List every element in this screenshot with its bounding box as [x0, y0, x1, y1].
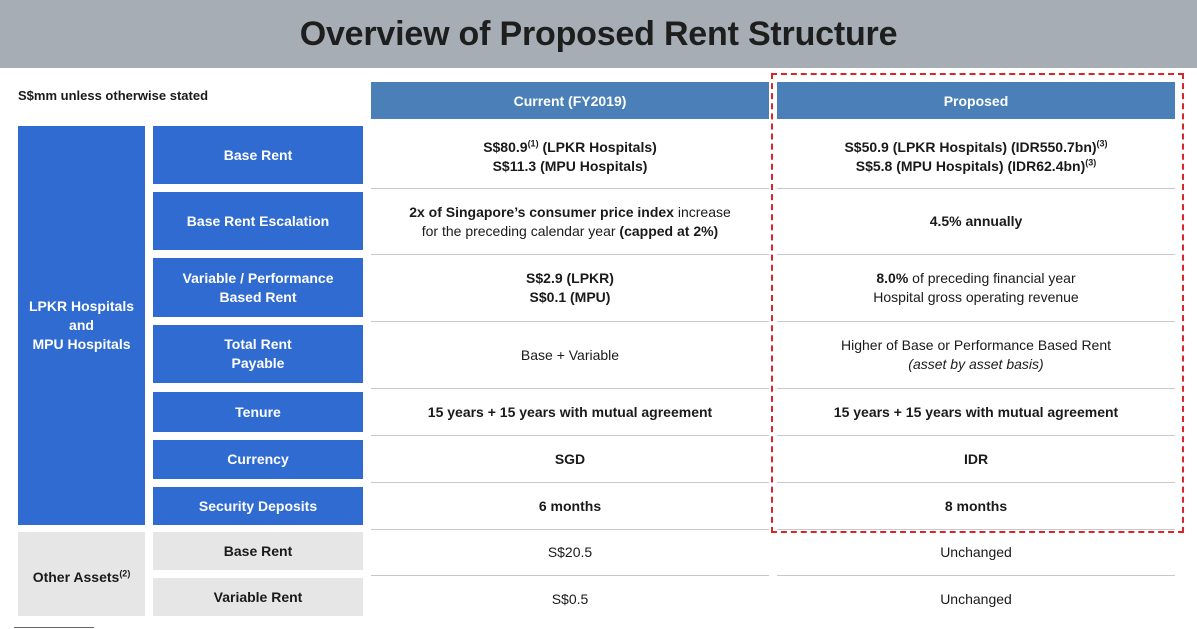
row-divider	[371, 188, 769, 189]
row-label-currency: Currency	[153, 440, 363, 479]
row-divider	[777, 482, 1175, 483]
cell-current-variable-rent: S$2.9 (LPKR) S$0.1 (MPU)	[371, 255, 769, 321]
row-total-label-line2: Payable	[231, 355, 285, 371]
cell-current-other-variable-rent: S$0.5	[551, 590, 589, 607]
column-header-current: Current (FY2019)	[371, 82, 769, 119]
cell-proposed-escalation: 4.5% annually	[929, 213, 1023, 229]
row-total-label-line1: Total Rent	[224, 336, 292, 352]
row-divider	[371, 254, 769, 255]
cell-proposed-other-variable-rent: Unchanged	[940, 590, 1012, 607]
proposed-base-rent-lpkr: S$50.9 (LPKR Hospitals) (IDR550.7bn)	[844, 139, 1097, 155]
row-divider	[777, 575, 1175, 576]
row-label-other-base-rent: Base Rent	[153, 532, 363, 570]
cell-proposed-currency: IDR	[963, 450, 989, 467]
row-divider	[371, 482, 769, 483]
footnote-1-marker: (1)	[527, 138, 539, 149]
current-base-rent-lpkr-label: (LPKR Hospitals)	[538, 139, 657, 155]
group-label-hospitals: LPKR Hospitals and MPU Hospitals	[18, 126, 145, 525]
group-hospitals-line2: and	[69, 317, 94, 333]
footnote-3-marker-lpkr: (3)	[1096, 138, 1108, 149]
row-divider	[371, 388, 769, 389]
cell-current-base-rent: S$80.9(1) (LPKR Hospitals) S$11.3 (MPU H…	[371, 126, 769, 188]
current-escalation-period: for the preceding calendar year	[421, 222, 620, 239]
cell-proposed-tenure: 15 years + 15 years with mutual agreemen…	[833, 403, 1119, 420]
cell-proposed-deposits: 8 months	[944, 497, 1008, 514]
page-title: Overview of Proposed Rent Structure	[299, 14, 898, 53]
row-label-base-rent: Base Rent	[153, 126, 363, 184]
row-divider	[777, 188, 1175, 189]
row-divider	[777, 529, 1175, 530]
cell-proposed-variable-rent: 8.0% of preceding financial year Hospita…	[777, 255, 1175, 321]
group-hospitals-line1: LPKR Hospitals	[28, 298, 134, 314]
row-divider	[371, 529, 769, 530]
current-variable-lpkr: S$2.9 (LPKR)	[526, 270, 614, 286]
cell-proposed-base-rent: S$50.9 (LPKR Hospitals) (IDR550.7bn)(3) …	[777, 126, 1175, 188]
row-divider	[371, 435, 769, 436]
row-label-base-rent-escalation: Base Rent Escalation	[153, 192, 363, 250]
proposed-total-basis: (asset by asset basis)	[908, 356, 1044, 372]
column-header-proposed: Proposed	[777, 82, 1175, 119]
cell-current-deposits: 6 months	[538, 497, 602, 514]
current-variable-mpu: S$0.1 (MPU)	[529, 289, 611, 305]
current-escalation-cpi: 2x of Singapore’s consumer price index	[409, 203, 674, 220]
footnote-2-marker: (2)	[119, 567, 131, 578]
proposed-variable-rate: 8.0%	[876, 270, 909, 286]
cell-current-escalation: 2x of Singapore’s consumer price index i…	[371, 189, 769, 254]
row-label-other-variable-rent: Variable Rent	[153, 578, 363, 616]
cell-current-currency: SGD	[554, 450, 586, 467]
group-label-other-assets: Other Assets(2)	[18, 532, 145, 616]
row-divider	[371, 321, 769, 322]
proposed-total-rule: Higher of Base or Performance Based Rent	[840, 337, 1112, 353]
proposed-variable-revenue: Hospital gross operating revenue	[873, 289, 1079, 305]
row-variable-label-line1: Variable / Performance	[182, 269, 334, 286]
proposed-highlight-box	[771, 73, 1184, 533]
row-divider	[777, 435, 1175, 436]
cell-current-other-base-rent: S$20.5	[547, 544, 593, 560]
title-bar: Overview of Proposed Rent Structure	[0, 0, 1197, 68]
footnote-divider	[14, 627, 94, 628]
current-escalation-increase: increase	[673, 203, 731, 220]
footnote-3-marker-mpu: (3)	[1085, 157, 1097, 168]
row-divider	[777, 254, 1175, 255]
row-divider	[371, 575, 769, 576]
cell-current-tenure: 15 years + 15 years with mutual agreemen…	[427, 403, 713, 420]
row-divider	[777, 388, 1175, 389]
group-other-label: Other Assets	[32, 568, 120, 585]
group-hospitals-line3: MPU Hospitals	[32, 336, 131, 352]
unit-note: S$mm unless otherwise stated	[18, 88, 209, 103]
cell-proposed-other-base-rent: Unchanged	[940, 544, 1012, 560]
row-variable-label-line2: Based Rent	[219, 288, 297, 305]
row-label-variable-rent: Variable / Performance Based Rent	[153, 258, 363, 317]
current-escalation-cap: (capped at 2%)	[619, 222, 719, 239]
current-base-rent-lpkr-value: S$80.9	[483, 139, 528, 155]
row-label-total-rent: Total Rent Payable	[153, 325, 363, 383]
cell-current-total-rent: Base + Variable	[520, 346, 620, 363]
proposed-base-rent-mpu: S$5.8 (MPU Hospitals) (IDR62.4bn)	[855, 158, 1086, 174]
current-base-rent-mpu: S$11.3 (MPU Hospitals)	[492, 158, 648, 174]
cell-proposed-total-rent: Higher of Base or Performance Based Rent…	[777, 322, 1175, 388]
proposed-variable-basis: of preceding financial year	[908, 270, 1076, 286]
row-label-security-deposits: Security Deposits	[153, 487, 363, 525]
row-divider	[777, 321, 1175, 322]
row-label-tenure: Tenure	[153, 392, 363, 432]
